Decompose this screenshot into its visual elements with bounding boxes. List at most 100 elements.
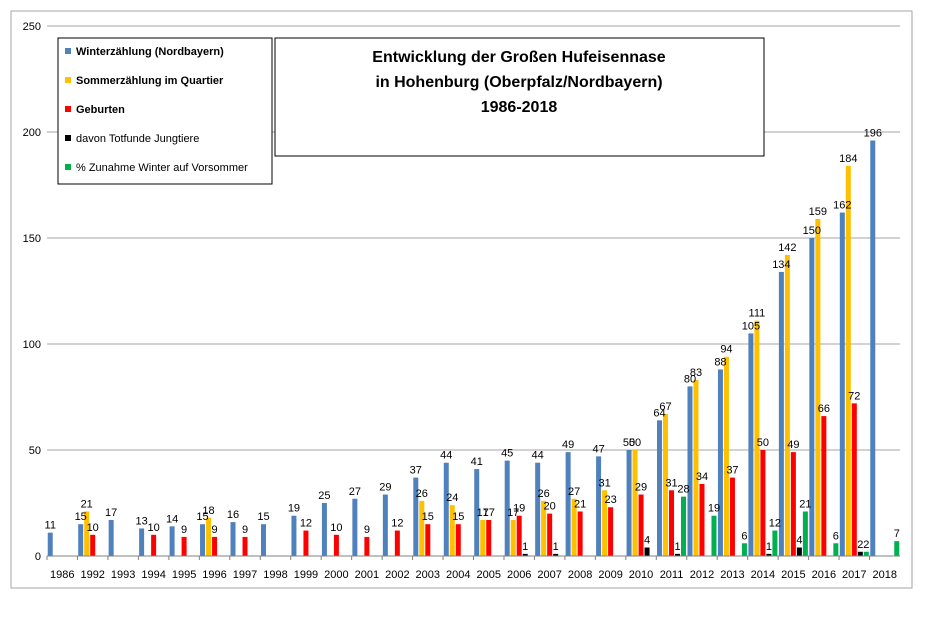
data-label-series-3: 1 [766, 541, 772, 553]
data-label-series-2: 15 [422, 511, 434, 523]
data-label-series-1: 83 [690, 367, 702, 379]
x-tick-label: 1994 [141, 569, 165, 581]
bar-series-4 [863, 551, 869, 556]
x-tick-label: 1986 [50, 569, 74, 581]
legend-swatch-totfunde [65, 135, 71, 141]
legend: Winterzählung (Nordbayern) Sommerzählung… [57, 37, 273, 185]
bar-series-1 [419, 500, 425, 556]
x-tick-label: 1999 [294, 569, 318, 581]
bar-series-1 [510, 519, 516, 556]
bar-series-1 [815, 218, 821, 557]
x-tick-label: 2002 [385, 569, 409, 581]
bar-series-4 [894, 541, 900, 556]
bar-series-0 [565, 452, 571, 556]
chart-title-line-1: Entwicklung der Großen Hufeisennase [372, 49, 665, 66]
bar-series-0 [108, 519, 114, 556]
x-tick-label: 2017 [842, 569, 866, 581]
data-label-series-2: 23 [604, 494, 616, 506]
data-label-series-2: 21 [574, 498, 586, 510]
data-label-series-1: 26 [538, 488, 550, 500]
bar-series-1 [206, 517, 212, 556]
bar-series-0 [321, 503, 327, 556]
bar-series-2 [516, 515, 522, 556]
legend-swatch-geburten [65, 106, 71, 112]
data-label-series-4: 6 [833, 530, 839, 542]
data-label-series-4: 12 [769, 518, 781, 530]
x-tick-label: 2015 [781, 569, 805, 581]
bar-series-1 [784, 254, 790, 556]
data-label-series-2: 72 [848, 390, 860, 402]
data-label-series-2: 29 [635, 482, 647, 494]
x-tick-label: 1996 [202, 569, 226, 581]
bar-series-2 [364, 536, 370, 556]
data-label-series-1: 17 [507, 507, 519, 519]
bar-series-1 [693, 380, 699, 556]
data-label-series-0: 162 [833, 200, 851, 212]
x-tick-label: 1997 [233, 569, 257, 581]
data-label-series-4: 2 [863, 539, 869, 551]
chart-title-line-3: 1986-2018 [481, 99, 558, 116]
bar-series-1 [480, 519, 486, 556]
bar-series-2 [851, 403, 857, 556]
data-label-series-3: 1 [522, 541, 528, 553]
bar-series-0 [748, 333, 754, 556]
x-tick-label: 2011 [660, 569, 684, 581]
data-label-series-1: 50 [629, 437, 641, 449]
legend-swatch-winter [65, 48, 71, 54]
data-label-series-2: 17 [483, 507, 495, 519]
data-label-series-0: 15 [257, 511, 269, 523]
data-label-series-0: 80 [684, 373, 696, 385]
data-label-series-1: 67 [659, 401, 671, 413]
data-label-series-1: 18 [202, 505, 214, 517]
bar-series-2 [760, 450, 766, 556]
bar-series-0 [291, 515, 297, 556]
bar-series-0 [535, 462, 541, 556]
data-label-series-2: 9 [364, 524, 370, 536]
bar-series-3 [796, 547, 802, 556]
bar-series-0 [596, 456, 602, 556]
data-label-series-3: 1 [553, 541, 559, 553]
data-label-series-2: 31 [665, 477, 677, 489]
bar-series-2 [699, 483, 705, 556]
bar-series-3 [644, 547, 650, 556]
bar-series-4 [681, 496, 687, 556]
legend-swatch-sommer [65, 77, 71, 83]
bar-series-3 [857, 551, 863, 556]
data-label-series-2: 50 [757, 437, 769, 449]
data-label-series-0: 37 [410, 465, 422, 477]
data-label-series-0: 11 [45, 520, 56, 532]
y-tick-label: 100 [23, 339, 41, 351]
bar-series-3 [522, 553, 528, 556]
x-tick-label: 2018 [873, 569, 897, 581]
bar-series-4 [802, 511, 808, 556]
bar-series-1 [754, 320, 760, 556]
bar-series-2 [729, 477, 735, 556]
legend-box [57, 37, 273, 185]
x-tick-label: 2007 [537, 569, 561, 581]
y-tick-label: 250 [23, 21, 41, 33]
data-label-series-2: 49 [787, 439, 799, 451]
data-label-series-0: 150 [803, 225, 821, 237]
data-label-series-1: 159 [809, 206, 827, 218]
data-label-series-4: 28 [677, 484, 689, 496]
bar-series-0 [382, 494, 388, 556]
bar-series-2 [486, 519, 492, 556]
bar-series-1 [663, 413, 669, 556]
data-label-series-1: 17 [477, 507, 489, 519]
bar-series-0 [352, 498, 358, 556]
bars [47, 140, 900, 557]
data-label-series-1: 24 [446, 492, 458, 504]
data-label-series-1: 142 [778, 242, 796, 254]
data-label-series-1: 27 [568, 486, 580, 498]
bar-series-0 [230, 522, 236, 556]
data-label-series-0: 105 [742, 320, 760, 332]
x-tick-label: 2016 [812, 569, 836, 581]
data-label-series-2: 15 [452, 511, 464, 523]
x-tick-label: 2005 [476, 569, 500, 581]
data-label-series-3: 4 [644, 535, 650, 547]
x-tick-label: 1993 [111, 569, 135, 581]
data-label-series-2: 10 [148, 522, 160, 534]
x-tick-label: 1995 [172, 569, 196, 581]
bar-series-1 [845, 165, 851, 557]
bar-series-0 [778, 271, 784, 556]
